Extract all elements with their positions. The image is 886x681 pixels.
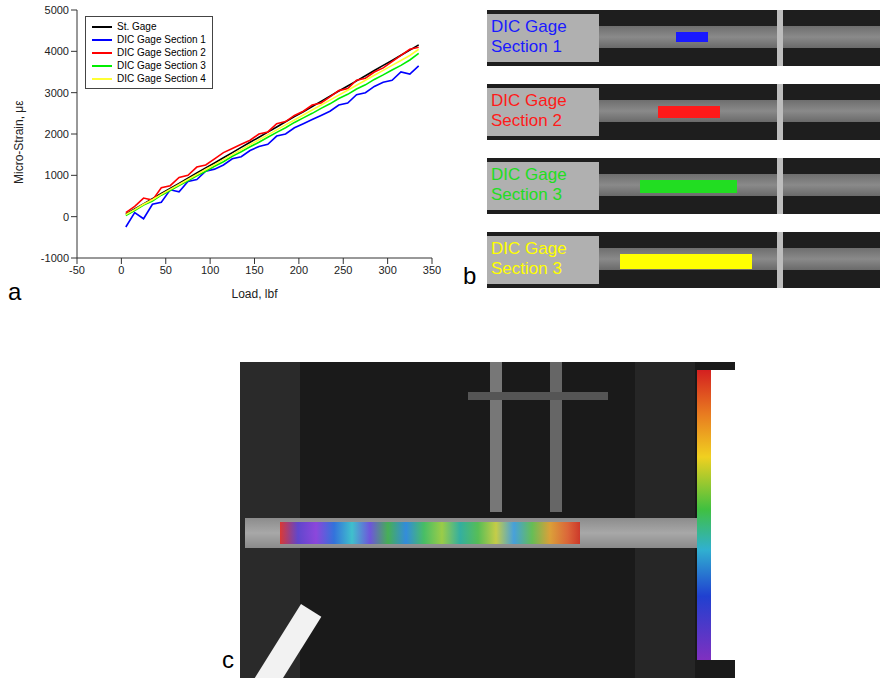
svg-text:300: 300 [378, 264, 396, 276]
svg-text:150: 150 [245, 264, 263, 276]
html-text:DIC Gage Section 3: DIC Gage Section 3 [117, 60, 206, 71]
html-text:DIC Gage Section 3: DIC Gage Section 3 [491, 165, 567, 204]
html-text:DIC Gage Section 1: DIC Gage Section 1 [491, 17, 567, 56]
html-text:DIC Gage Section 4: DIC Gage Section 4 [117, 73, 206, 84]
svg-text:Load, lbf: Load, lbf [231, 287, 278, 301]
html-text:b: b [463, 262, 477, 289]
svg-text:0: 0 [118, 264, 124, 276]
html-text:DIC Gage Section 1: DIC Gage Section 1 [117, 34, 206, 45]
html-text:DIC Gage Section 3: DIC Gage Section 3 [491, 239, 567, 278]
html-text:St. Gage: St. Gage [117, 21, 157, 32]
svg-text:5000: 5000 [45, 4, 69, 16]
svg-text:-50: -50 [69, 264, 85, 276]
svg-text:4000: 4000 [45, 45, 69, 57]
svg-text:-1000: -1000 [41, 252, 69, 264]
html-text:a: a [8, 278, 22, 305]
svg-text:200: 200 [290, 264, 308, 276]
svg-text:0: 0 [63, 211, 69, 223]
html-text:DIC Gage Section 2: DIC Gage Section 2 [117, 47, 206, 58]
svg-text:50: 50 [160, 264, 172, 276]
svg-text:350: 350 [423, 264, 441, 276]
svg-text:250: 250 [334, 264, 352, 276]
svg-text:1000: 1000 [45, 169, 69, 181]
svg-text:3000: 3000 [45, 87, 69, 99]
svg-text:Micro-Strain, με: Micro-Strain, με [12, 100, 26, 184]
svg-text:100: 100 [201, 264, 219, 276]
html-text:DIC Gage Section 2: DIC Gage Section 2 [491, 91, 567, 130]
html-text:c: c [222, 646, 234, 673]
svg-text:2000: 2000 [45, 128, 69, 140]
